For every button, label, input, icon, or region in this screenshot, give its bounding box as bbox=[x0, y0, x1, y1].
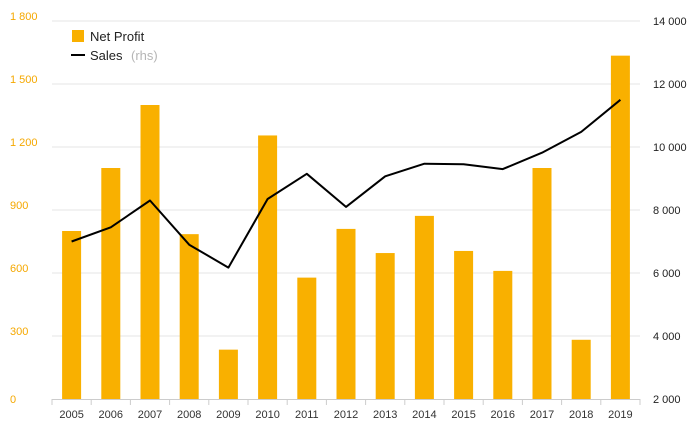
right-tick-label: 2 000 bbox=[653, 394, 681, 406]
x-tick-label: 2018 bbox=[569, 409, 593, 421]
x-tick-label: 2014 bbox=[412, 409, 436, 421]
left-tick-label: 1 500 bbox=[10, 74, 38, 86]
left-tick-label: 900 bbox=[10, 200, 28, 212]
bar-series-net-profit bbox=[62, 55, 630, 400]
bar-2018 bbox=[571, 339, 591, 399]
line-series-sales bbox=[71, 99, 622, 269]
left-tick-label: 300 bbox=[10, 326, 28, 338]
legend-label-sales-note: (rhs) bbox=[131, 48, 158, 63]
bar-2014 bbox=[414, 215, 434, 399]
x-tick-label: 2010 bbox=[255, 409, 279, 421]
right-tick-label: 12 000 bbox=[653, 79, 687, 91]
legend-label-net-profit: Net Profit bbox=[90, 29, 145, 44]
left-tick-label: 0 bbox=[10, 394, 16, 406]
x-tick-label: 2011 bbox=[295, 409, 319, 421]
legend-label-sales: Sales bbox=[90, 48, 123, 63]
x-tick-label: 2012 bbox=[334, 409, 358, 421]
right-y-axis: 2 000 4 000 6 000 8 000 10 000 12 000 14 000 bbox=[653, 16, 687, 406]
x-tick-label: 2009 bbox=[216, 409, 240, 421]
bar-2017 bbox=[532, 168, 552, 399]
bar-2012 bbox=[336, 228, 356, 399]
bar-2009 bbox=[218, 349, 238, 399]
bar-2016 bbox=[493, 270, 513, 399]
legend-swatch-net-profit bbox=[72, 30, 84, 42]
x-tick-label: 2016 bbox=[491, 409, 515, 421]
x-tick-label: 2006 bbox=[99, 409, 123, 421]
x-tick-label: 2008 bbox=[177, 409, 201, 421]
bar-2008 bbox=[179, 234, 199, 399]
left-tick-label: 1 800 bbox=[10, 11, 38, 23]
x-tick-label: 2005 bbox=[59, 409, 83, 421]
bar-2011 bbox=[297, 277, 317, 399]
bar-2006 bbox=[101, 168, 121, 399]
right-tick-label: 10 000 bbox=[653, 142, 687, 154]
x-tick-label: 2019 bbox=[608, 409, 632, 421]
left-tick-label: 600 bbox=[10, 263, 28, 275]
bar-2019 bbox=[610, 55, 630, 400]
legend: Net Profit Sales (rhs) bbox=[71, 29, 158, 64]
bar-2013 bbox=[375, 253, 395, 399]
x-tick-label: 2017 bbox=[530, 409, 554, 421]
left-tick-label: 1 200 bbox=[10, 137, 38, 149]
x-axis: 2005 2006 2007 2008 2009 2010 2011 2012 2013 2014… bbox=[51, 399, 641, 421]
bar-2015 bbox=[454, 250, 474, 399]
bar-2010 bbox=[258, 135, 278, 399]
right-tick-label: 8 000 bbox=[653, 205, 681, 217]
sales-line bbox=[71, 99, 622, 269]
right-tick-label: 6 000 bbox=[653, 268, 681, 280]
right-tick-label: 4 000 bbox=[653, 331, 681, 343]
bar-2005 bbox=[62, 231, 82, 399]
legend-label-sales-group: Sales (rhs) bbox=[90, 47, 158, 64]
x-tick-label: 2007 bbox=[138, 409, 162, 421]
left-y-axis: 0 300 600 900 1 200 1 500 1 800 bbox=[10, 11, 38, 406]
right-tick-label: 14 000 bbox=[653, 16, 687, 28]
x-tick-label: 2013 bbox=[373, 409, 397, 421]
x-tick-label: 2015 bbox=[451, 409, 475, 421]
bar-2007 bbox=[140, 105, 160, 399]
